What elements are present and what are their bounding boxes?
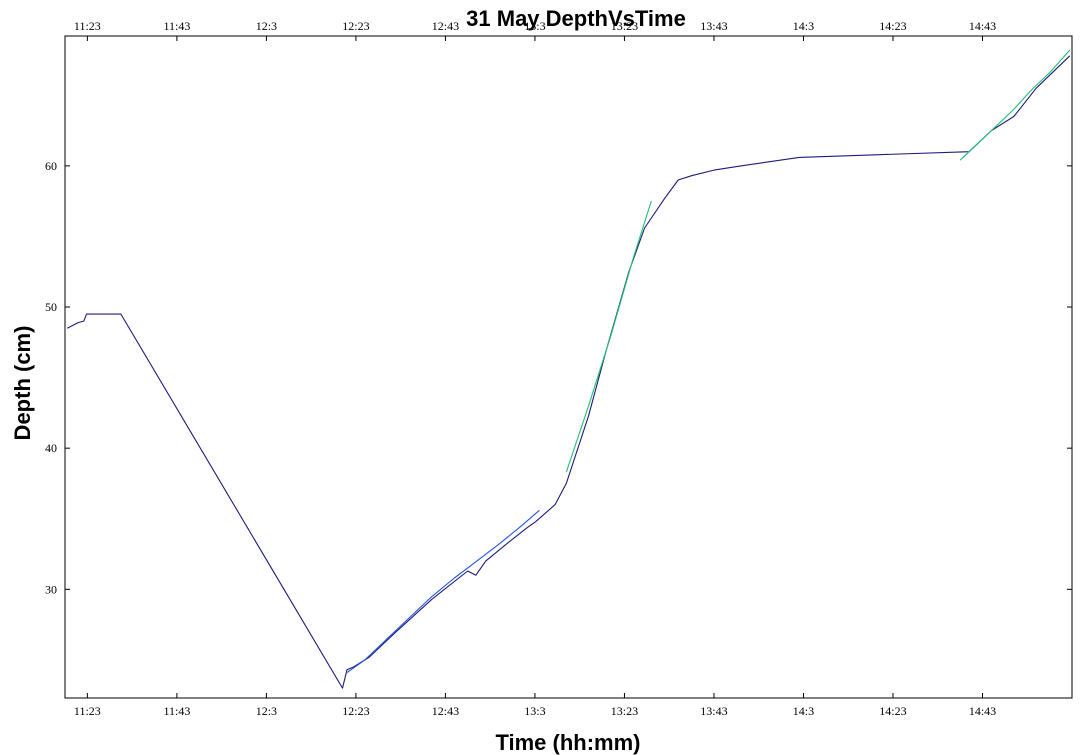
- x-top-tick-label: 12:3: [256, 19, 277, 33]
- y-tick-label: 50: [45, 300, 57, 314]
- x-tick-label: 13:23: [611, 704, 638, 718]
- y-tick-label: 30: [45, 582, 57, 596]
- x-axis-top-ticks: 11:23 11:43 12:3 12:23 12:43 13:3 13:23 13:43 14…: [74, 19, 996, 41]
- y-tick-label: 60: [45, 159, 57, 173]
- x-top-tick-label: 11:43: [163, 19, 190, 33]
- x-tick-label: 14:23: [879, 704, 906, 718]
- x-top-tick-label: 13:3: [524, 19, 545, 33]
- x-top-tick-label: 12:43: [432, 19, 459, 33]
- x-top-tick-label: 13:23: [611, 19, 638, 33]
- x-tick-label: 13:3: [524, 704, 545, 718]
- x-top-tick-label: 14:3: [793, 19, 814, 33]
- x-axis-title: Time (hh:mm): [495, 730, 640, 755]
- x-top-tick-label: 14:43: [969, 19, 996, 33]
- x-top-tick-label: 13:43: [700, 19, 727, 33]
- x-tick-label: 12:23: [342, 704, 369, 718]
- series-line-3: [565, 200, 652, 473]
- x-axis-bottom-ticks: 11:23 11:43 12:3 12:23 12:43 13:3 13:23 13:43 14…: [74, 693, 996, 718]
- y-axis-title: Depth (cm): [10, 326, 35, 441]
- x-tick-label: 13:43: [700, 704, 727, 718]
- plot-frame: [64, 35, 1073, 699]
- y-axis-ticks: 30 40 50 60: [45, 159, 1072, 596]
- x-tick-label: 12:3: [256, 704, 277, 718]
- x-top-tick-label: 11:23: [74, 19, 101, 33]
- x-tick-label: 14:43: [969, 704, 996, 718]
- series-line-2: [346, 509, 540, 674]
- x-tick-label: 11:23: [74, 704, 101, 718]
- x-tick-label: 14:3: [793, 704, 814, 718]
- series-line-4: [959, 49, 1071, 161]
- series-group: [66, 49, 1071, 689]
- chart-title: 31 May DepthVsTime: [466, 6, 686, 31]
- x-tick-label: 11:43: [163, 704, 190, 718]
- x-tick-label: 12:43: [432, 704, 459, 718]
- series-line-1: [66, 55, 1071, 689]
- y-tick-label: 40: [45, 441, 57, 455]
- x-top-tick-label: 14:23: [879, 19, 906, 33]
- x-top-tick-label: 12:23: [342, 19, 369, 33]
